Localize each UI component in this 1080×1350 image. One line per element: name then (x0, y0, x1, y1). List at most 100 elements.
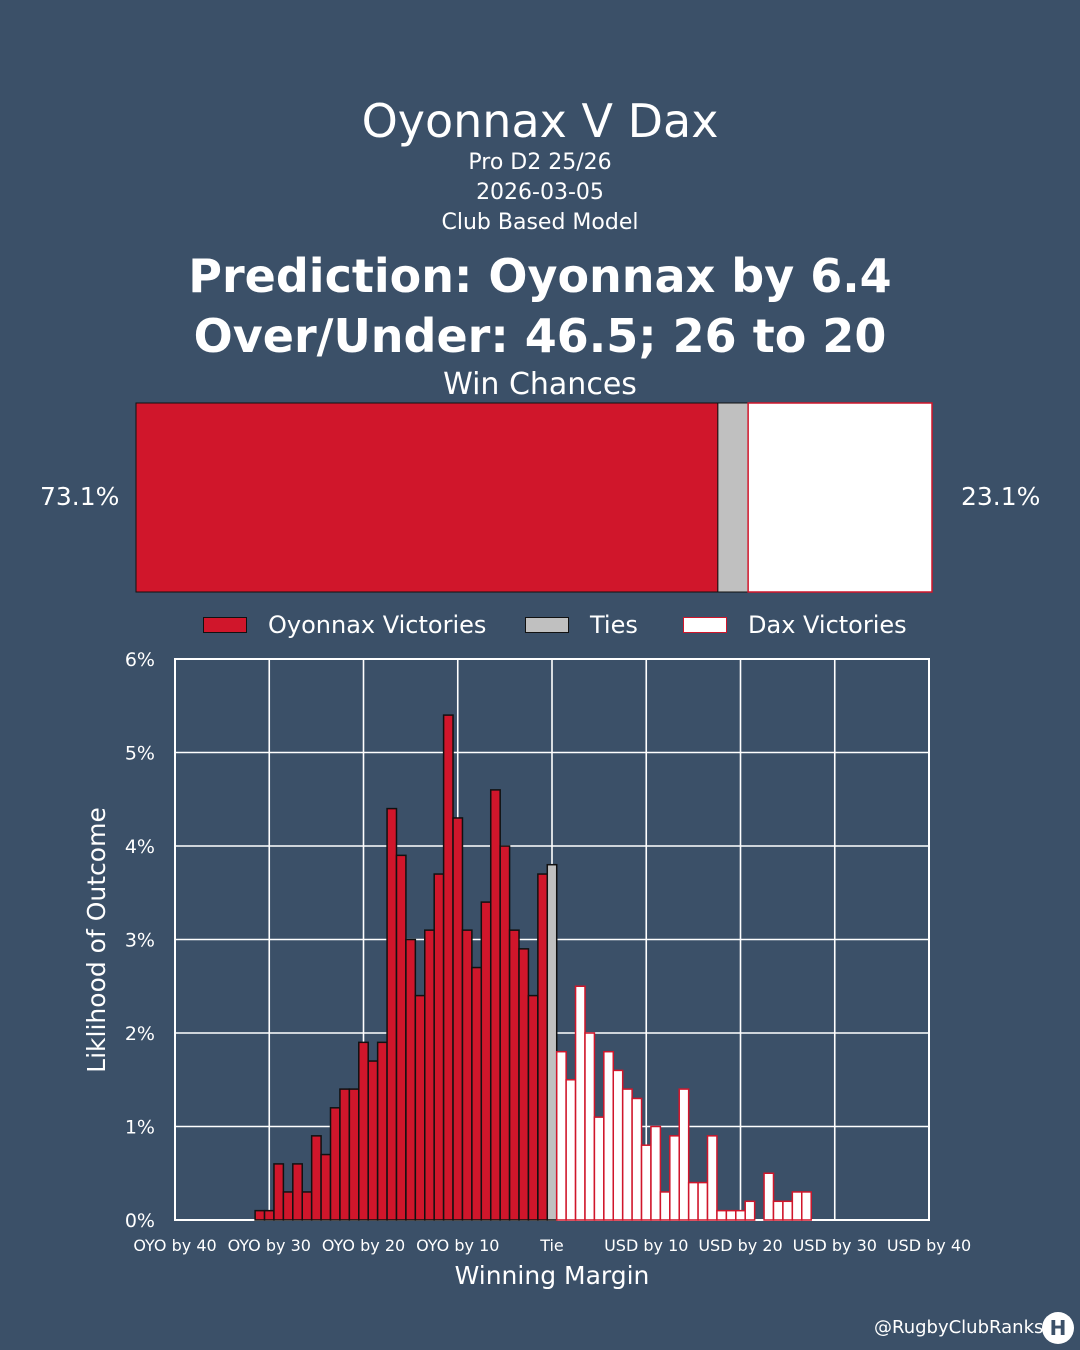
bar-away (612, 1069, 624, 1221)
bar-away (631, 1097, 643, 1221)
footer-handle: @RugbyClubRanks (874, 1317, 1044, 1338)
bar-away (782, 1200, 794, 1221)
bar-home (508, 929, 520, 1221)
bar-away (706, 1135, 718, 1221)
bar-tie (546, 863, 558, 1221)
bar-home (433, 873, 445, 1221)
away-win-percent: 23.1% (961, 482, 1041, 511)
bar-away (763, 1172, 775, 1221)
bar-home (414, 994, 426, 1221)
bar-home (292, 1163, 303, 1221)
bar-home (518, 948, 530, 1221)
bar-away (687, 1181, 699, 1221)
bar-home (320, 1153, 332, 1221)
bar-away (735, 1209, 746, 1221)
y-tick-label: 4% (125, 836, 155, 858)
bar-home (471, 966, 483, 1221)
bar-away (801, 1191, 812, 1221)
win-chances-title: Win Chances (443, 367, 637, 402)
legend-label-tie: Ties (590, 611, 638, 639)
bar-home (386, 807, 398, 1221)
competition-label: Pro D2 25/26 (468, 150, 612, 175)
match-date: 2026-03-05 (476, 180, 604, 205)
bar-home (310, 1135, 322, 1221)
bar-away (725, 1209, 737, 1221)
bar-home (452, 817, 464, 1221)
bar-away (650, 1125, 662, 1221)
bar-away (744, 1200, 756, 1221)
x-tick-label: OYO by 30 (228, 1236, 311, 1255)
bar-away (621, 1088, 633, 1221)
bar-home (442, 714, 454, 1221)
bar-home (499, 845, 511, 1221)
legend-swatch-home (203, 617, 247, 633)
bar-away (772, 1200, 784, 1221)
legend-label-home: Oyonnax Victories (268, 611, 487, 639)
bar-away (574, 985, 586, 1221)
legend-label-away: Dax Victories (748, 611, 907, 639)
y-tick-label: 0% (125, 1210, 155, 1232)
x-tick-label: OYO by 20 (322, 1236, 405, 1255)
win-segment-away (747, 402, 933, 593)
legend-item-home: Oyonnax Victories (203, 610, 503, 640)
x-tick-label: USD by 10 (604, 1236, 688, 1255)
over-under-text: Over/Under: 46.5; 26 to 20 (193, 309, 887, 363)
bar-away (716, 1209, 728, 1221)
legend-item-away: Dax Victories (683, 610, 923, 640)
x-tick-label: USD by 20 (698, 1236, 782, 1255)
bar-away (659, 1191, 671, 1221)
legend-swatch-away (683, 617, 727, 633)
bar-away (593, 1116, 605, 1221)
home-win-percent: 73.1% (40, 482, 120, 511)
bar-away (555, 1050, 567, 1221)
bar-home (405, 938, 417, 1221)
bar-home (329, 1107, 341, 1221)
bars (254, 714, 812, 1221)
bar-away (584, 1032, 596, 1221)
x-axis-label: Winning Margin (455, 1261, 650, 1290)
bar-home (282, 1191, 294, 1221)
prediction-text: Prediction: Oyonnax by 6.4 (188, 249, 892, 303)
bar-home (339, 1088, 351, 1221)
bar-home (395, 854, 407, 1221)
y-axis-label: Liklihood of Outcome (82, 807, 111, 1073)
bar-away (791, 1191, 803, 1221)
y-tick-label: 3% (125, 930, 155, 952)
bar-away (678, 1088, 690, 1221)
bar-home (461, 929, 473, 1221)
legend-swatch-tie (525, 617, 569, 633)
bar-home (527, 994, 539, 1221)
bar-away (697, 1181, 709, 1221)
bar-home (480, 901, 492, 1221)
bar-home (263, 1209, 275, 1221)
bar-away (565, 1079, 577, 1221)
y-tick-label: 5% (125, 743, 155, 765)
x-tick-label: USD by 30 (793, 1236, 877, 1255)
bar-home (537, 873, 549, 1221)
bar-home (376, 1041, 388, 1221)
x-tick-label: USD by 40 (887, 1236, 971, 1255)
y-tick-label: 1% (125, 1117, 155, 1139)
bar-home (254, 1209, 266, 1221)
chart-title: Oyonnax V Dax (361, 94, 719, 148)
bar-home (424, 929, 435, 1221)
bar-away (603, 1050, 615, 1221)
model-label: Club Based Model (441, 210, 639, 235)
bar-away (669, 1135, 680, 1221)
bar-away (640, 1144, 652, 1221)
bar-home (301, 1191, 313, 1221)
bar-home (367, 1060, 379, 1221)
y-tick-label: 6% (125, 649, 155, 671)
bar-home (489, 789, 501, 1221)
y-tick-label: 2% (125, 1023, 155, 1045)
bar-home (273, 1163, 285, 1221)
plot-grid (174, 658, 930, 1221)
logo-icon: H (1042, 1312, 1074, 1344)
x-tick-label: OYO by 10 (416, 1236, 499, 1255)
x-tick-label: Tie (539, 1236, 564, 1255)
bar-home (348, 1088, 360, 1221)
bar-home (358, 1041, 369, 1221)
x-tick-label: OYO by 40 (133, 1236, 216, 1255)
